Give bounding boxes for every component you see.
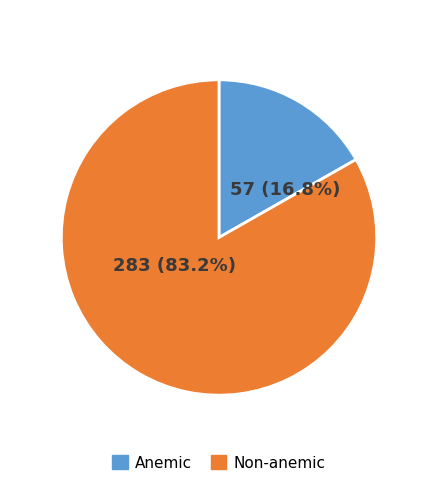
Text: 283 (83.2%): 283 (83.2%) [113, 257, 237, 275]
Wedge shape [61, 80, 377, 395]
Text: 57 (16.8%): 57 (16.8%) [230, 181, 340, 199]
Legend: Anemic, Non-anemic: Anemic, Non-anemic [105, 448, 333, 478]
Wedge shape [219, 80, 356, 237]
